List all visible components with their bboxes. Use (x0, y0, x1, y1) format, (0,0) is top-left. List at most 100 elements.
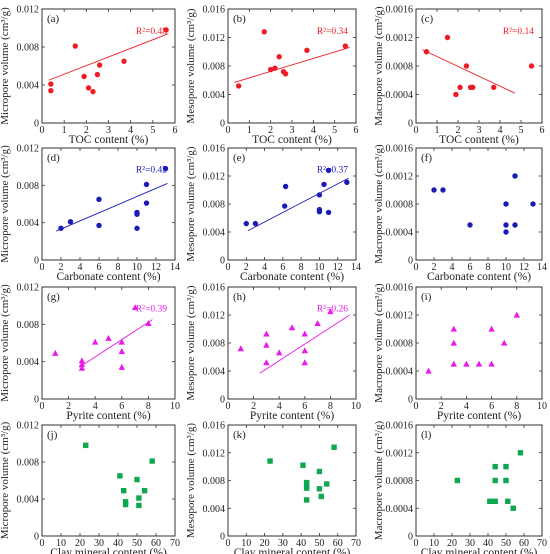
data-point (450, 339, 457, 346)
y-tick-label: 0.008 (203, 200, 226, 211)
data-point (122, 499, 129, 505)
data-point (92, 338, 99, 345)
data-point (503, 463, 509, 470)
panel-label: (f) (421, 152, 432, 164)
x-tick-label: 6 (468, 262, 473, 273)
data-point (301, 347, 308, 354)
x-tick-label: 0 (40, 401, 45, 412)
y-tick-label: 0.008 (17, 43, 40, 54)
data-point (263, 341, 270, 348)
data-point (149, 458, 155, 464)
y-tick-label: 0.004 (203, 90, 226, 101)
y-tick-label: 0 (34, 256, 39, 267)
x-tick-label: 1 (247, 125, 252, 136)
plot-frame (415, 286, 543, 400)
trend-line (56, 183, 168, 232)
data-point (96, 222, 102, 229)
x-axis-title: Pyrite content (%) (437, 410, 521, 422)
data-point (276, 54, 282, 60)
data-point (134, 476, 140, 483)
data-point (235, 83, 242, 89)
data-point (344, 179, 350, 185)
y-tick-label: 0 (408, 256, 413, 267)
x-tick-label: 6 (173, 125, 178, 136)
data-point (528, 63, 535, 69)
y-tick-label: 0 (408, 119, 413, 130)
panel-label: (l) (421, 429, 432, 441)
x-tick-label: 2 (439, 401, 444, 412)
panel-l: 0 10 20 30 40 50 60 70 0 0.0004 0.0008 0.0012 0.0016… (373, 420, 547, 554)
x-tick-label: 0 (40, 125, 45, 136)
panel-label: (i) (421, 291, 432, 303)
data-point (510, 505, 516, 511)
x-tick-label: 3 (290, 125, 295, 136)
x-axis-title: Clay mineral content (%) (50, 547, 167, 554)
y-tick-label: 0.0004 (386, 367, 414, 378)
plot-frame (41, 424, 176, 537)
y-axis-title: Mesopore volume (cm³/g) (185, 146, 197, 261)
data-point (505, 498, 511, 505)
data-point (96, 196, 102, 203)
y-tick-label: 0.004 (17, 81, 40, 92)
y-tick-label: 0 (220, 119, 225, 130)
x-axis-title: Pyrite content (%) (250, 410, 334, 422)
y-axis-title: Macropore volume (cm³/g) (373, 420, 385, 540)
y-tick-label: 0 (220, 532, 225, 543)
data-point (492, 477, 498, 484)
data-point (134, 211, 140, 217)
data-point (81, 73, 87, 80)
y-axis-title: Macropore volume (cm³/g) (373, 6, 385, 126)
trend-line (259, 314, 350, 374)
panel-label: (a) (47, 13, 60, 25)
data-point (503, 201, 509, 207)
y-tick-label: 0 (408, 532, 413, 543)
data-point (85, 85, 92, 91)
r-squared-label: R²=0.34 (317, 27, 348, 37)
data-point (301, 330, 308, 337)
trend-line (78, 319, 153, 368)
y-tick-label: 0.0004 (386, 504, 414, 515)
data-point (282, 71, 289, 77)
data-point (48, 88, 54, 94)
x-axis-title: TOC content (%) (69, 134, 149, 146)
y-axis-title: Micropore volume (cm³/g) (0, 284, 11, 402)
x-tick-label: 0 (226, 401, 231, 412)
data-point (492, 463, 498, 470)
data-point (261, 29, 267, 35)
y-tick-label: 0.0012 (386, 33, 414, 44)
y-tick-label: 0.008 (17, 181, 40, 192)
y-tick-label: 0.012 (17, 283, 40, 294)
y-axis-title: Macropore volume (cm³/g) (373, 144, 385, 264)
x-tick-label: 6 (280, 262, 285, 273)
x-tick-label: 12 (519, 262, 529, 273)
plot-frame (41, 147, 176, 261)
y-tick-label: 0.008 (203, 62, 226, 73)
x-tick-label: 50 (314, 538, 324, 549)
x-axis-title: Pyrite content (%) (66, 410, 150, 422)
data-point (513, 311, 520, 318)
x-tick-label: 60 (333, 538, 343, 549)
panel-h: 0 2 4 6 8 10 0 0.004 0.008 0.012 0.016 Pyrite conte… (185, 283, 361, 423)
x-tick-label: 4 (498, 125, 503, 136)
x-tick-label: 0 (414, 401, 419, 412)
panel-label: (g) (47, 291, 60, 303)
x-axis-title: Carbonate content (%) (240, 271, 344, 283)
y-tick-label: 0.008 (17, 458, 40, 469)
y-tick-label: 0.0012 (386, 311, 414, 322)
x-tick-label: 8 (328, 401, 333, 412)
x-tick-label: 40 (296, 538, 306, 549)
x-tick-label: 0 (40, 538, 45, 549)
x-tick-label: 10 (429, 538, 439, 549)
data-point (487, 498, 493, 505)
x-tick-label: 10 (56, 538, 66, 549)
y-tick-label: 0.0004 (386, 228, 414, 239)
data-point (300, 462, 306, 468)
x-tick-label: 4 (277, 401, 282, 412)
trend-line (48, 33, 169, 81)
plot-frame (415, 147, 543, 261)
data-point (143, 181, 150, 188)
x-axis-title: TOC content (%) (439, 134, 519, 146)
panel-k: 0 10 20 30 40 50 60 70 0 0.004 0.008 0.012 0.016 Clay… (185, 421, 361, 554)
data-point (78, 364, 86, 371)
y-tick-label: 0.004 (203, 228, 226, 239)
